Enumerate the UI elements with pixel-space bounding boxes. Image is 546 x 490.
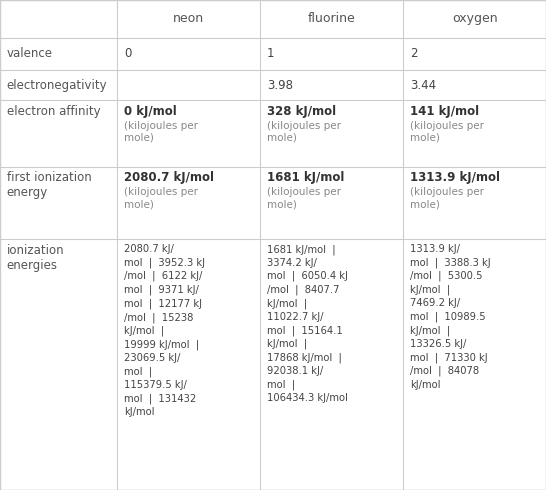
Text: (kilojoules per
mole): (kilojoules per mole) — [267, 188, 341, 209]
Text: (kilojoules per
mole): (kilojoules per mole) — [267, 122, 341, 143]
Text: neon: neon — [173, 12, 205, 25]
Text: (kilojoules per
mole): (kilojoules per mole) — [124, 122, 198, 143]
Text: 3.44: 3.44 — [410, 78, 436, 92]
Text: 141 kJ/mol: 141 kJ/mol — [410, 105, 479, 119]
Text: 328 kJ/mol: 328 kJ/mol — [267, 105, 336, 119]
Text: fluorine: fluorine — [308, 12, 356, 25]
Text: 1681 kJ/mol: 1681 kJ/mol — [267, 172, 345, 185]
Text: first ionization
energy: first ionization energy — [7, 172, 91, 199]
Text: (kilojoules per
mole): (kilojoules per mole) — [124, 188, 198, 209]
Text: (kilojoules per
mole): (kilojoules per mole) — [410, 122, 484, 143]
Text: valence: valence — [7, 47, 52, 60]
Text: 1313.9 kJ/
mol  |  3388.3 kJ
/mol  |  5300.5
kJ/mol  |
7469.2 kJ/
mol  |  10989.: 1313.9 kJ/ mol | 3388.3 kJ /mol | 5300.5… — [410, 244, 491, 390]
Text: 2080.7 kJ/
mol  |  3952.3 kJ
/mol  |  6122 kJ/
mol  |  9371 kJ/
mol  |  12177 kJ: 2080.7 kJ/ mol | 3952.3 kJ /mol | 6122 k… — [124, 244, 205, 417]
Text: 0: 0 — [124, 47, 132, 60]
Text: ionization
energies: ionization energies — [7, 244, 64, 272]
Text: electron affinity: electron affinity — [7, 105, 100, 119]
Text: 3.98: 3.98 — [267, 78, 293, 92]
Text: (kilojoules per
mole): (kilojoules per mole) — [410, 188, 484, 209]
Text: 2080.7 kJ/mol: 2080.7 kJ/mol — [124, 172, 214, 185]
Text: 1313.9 kJ/mol: 1313.9 kJ/mol — [410, 172, 500, 185]
Text: oxygen: oxygen — [452, 12, 497, 25]
Text: 0 kJ/mol: 0 kJ/mol — [124, 105, 177, 119]
Text: 1681 kJ/mol  |
3374.2 kJ/
mol  |  6050.4 kJ
/mol  |  8407.7
kJ/mol  |
11022.7 kJ: 1681 kJ/mol | 3374.2 kJ/ mol | 6050.4 kJ… — [267, 244, 348, 403]
Text: electronegativity: electronegativity — [7, 78, 107, 92]
Text: 2: 2 — [410, 47, 418, 60]
Text: 1: 1 — [267, 47, 275, 60]
